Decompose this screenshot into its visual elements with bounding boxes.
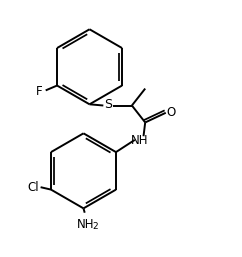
Text: NH: NH (77, 218, 95, 231)
Text: 2: 2 (92, 222, 98, 231)
Text: NH: NH (130, 134, 148, 147)
Text: F: F (36, 85, 43, 98)
Text: Cl: Cl (28, 181, 39, 194)
Text: O: O (166, 106, 176, 119)
Text: S: S (104, 98, 112, 111)
